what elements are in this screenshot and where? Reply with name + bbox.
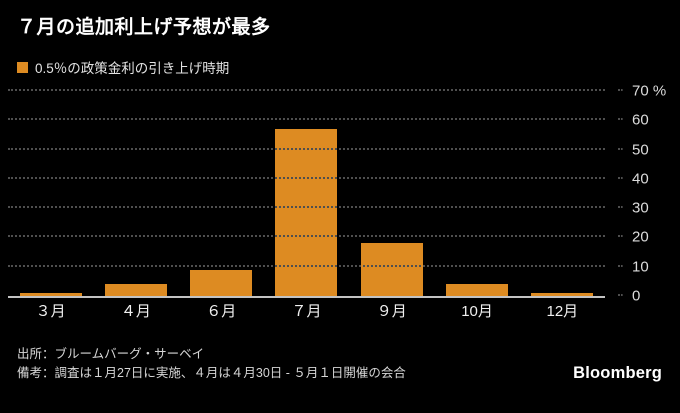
bar-column-９月: [349, 91, 434, 296]
y-tick-label: 40: [632, 170, 649, 188]
y-axis-tick: [618, 235, 623, 238]
y-axis-tick: [618, 264, 623, 267]
gridline: [8, 235, 605, 238]
legend-swatch-icon: [17, 61, 28, 73]
x-tick-label: ７月: [291, 303, 322, 320]
y-tick-label: 50: [632, 141, 649, 159]
gridline: [8, 147, 605, 150]
gridline: [8, 89, 605, 91]
y-axis-tick: [618, 89, 623, 91]
gridline: [8, 118, 605, 121]
x-tick-label: ９月: [376, 303, 407, 320]
note-text: 備考：調査は１月27日に実施、４月は４月30日 - ５月１日開催の会合: [17, 366, 406, 380]
bar-column-７月: [264, 91, 349, 296]
bar-９月: [360, 243, 423, 296]
x-tick-label: ４月: [120, 303, 151, 320]
bar-４月: [104, 284, 167, 296]
bar-column-６月: [179, 91, 264, 296]
y-axis-labels: 70 % 60 50 40 30 20 10 0: [612, 83, 678, 305]
bar-６月: [190, 269, 253, 296]
bar-12月: [531, 293, 594, 296]
y-tick-label: 60: [632, 111, 649, 129]
footer: 出所：ブルームバーグ・サーベイ 備考：調査は１月27日に実施、４月は４月30日 …: [17, 345, 577, 383]
bar-７月: [275, 129, 338, 296]
x-axis-labels: ３月 ４月 ６月 ７月 ９月 10月 12月: [8, 300, 605, 321]
bar-column-12月: [520, 91, 605, 296]
plot-area: [8, 89, 605, 298]
bar-column-10月: [434, 91, 519, 296]
gridline: [8, 176, 605, 179]
bars-container: [8, 91, 605, 296]
x-tick-label: ３月: [35, 303, 66, 320]
y-axis-tick: [618, 176, 623, 179]
gridline: [8, 264, 605, 267]
bar-column-４月: [93, 91, 178, 296]
gridline: [8, 206, 605, 209]
y-axis-tick: [618, 147, 623, 150]
bar-３月: [19, 293, 82, 296]
chart-plot: 70 % 60 50 40 30 20 10 0: [0, 83, 680, 305]
x-tick-label: 12月: [546, 303, 579, 320]
bloomberg-logo: Bloomberg: [573, 364, 662, 382]
x-axis-line: [8, 296, 605, 298]
y-axis-tick: [618, 118, 623, 121]
y-tick-label: 30: [632, 199, 649, 217]
x-tick-label: ６月: [206, 303, 237, 320]
legend: 0.5％の政策金利の引き上げ時期: [17, 57, 229, 77]
x-tick-label: 10月: [461, 303, 493, 320]
legend-label: 0.5％の政策金利の引き上げ時期: [35, 61, 230, 76]
bar-column-３月: [8, 91, 93, 296]
chart-title: ７月の追加利上げ予想が最多: [17, 17, 271, 38]
bar-10月: [446, 284, 509, 296]
y-axis-tick: [618, 206, 623, 209]
y-tick-label: 70 %: [632, 82, 667, 100]
source-text: 出所：ブルームバーグ・サーベイ: [17, 347, 205, 361]
y-tick-label: 20: [632, 228, 649, 246]
y-tick-label: 0: [632, 287, 641, 305]
y-axis-tick: [618, 294, 623, 296]
y-tick-label: 10: [632, 258, 649, 276]
